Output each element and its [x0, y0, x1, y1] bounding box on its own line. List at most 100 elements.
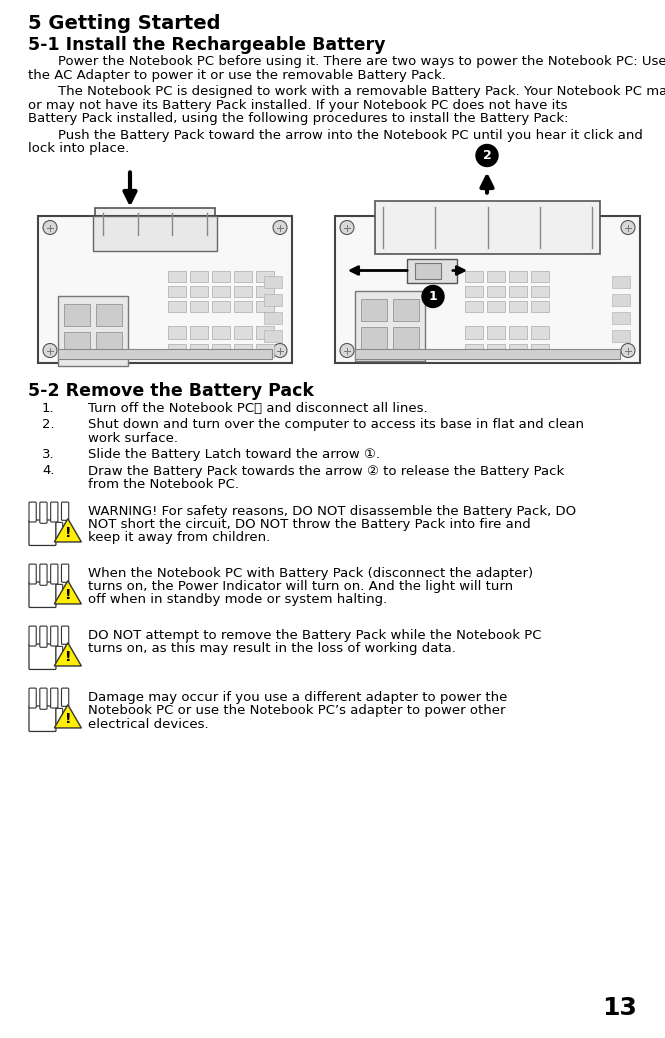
Bar: [612, 294, 630, 305]
Bar: [64, 331, 90, 354]
Text: the AC Adapter to power it or use the removable Battery Pack.: the AC Adapter to power it or use the re…: [28, 69, 446, 82]
FancyBboxPatch shape: [56, 522, 63, 539]
Text: !: !: [65, 526, 71, 540]
FancyBboxPatch shape: [29, 688, 36, 708]
Text: 5 Getting Started: 5 Getting Started: [28, 13, 221, 33]
Bar: [212, 271, 230, 281]
Bar: [531, 326, 549, 338]
Bar: [96, 331, 122, 354]
Bar: [93, 216, 217, 250]
Text: 2.: 2.: [42, 418, 55, 431]
Text: lock into place.: lock into place.: [28, 142, 129, 155]
Bar: [256, 344, 274, 356]
Text: DO NOT attempt to remove the Battery Pack while the Notebook PC: DO NOT attempt to remove the Battery Pac…: [88, 628, 541, 641]
Bar: [393, 299, 419, 321]
FancyBboxPatch shape: [40, 626, 47, 648]
Text: Slide the Battery Latch toward the arrow ①.: Slide the Battery Latch toward the arrow…: [88, 448, 380, 461]
Bar: [509, 344, 527, 356]
Bar: [264, 311, 282, 324]
FancyBboxPatch shape: [51, 564, 58, 584]
Bar: [190, 300, 208, 311]
Text: turns on, as this may result in the loss of working data.: turns on, as this may result in the loss…: [88, 641, 456, 655]
Text: Damage may occur if you use a different adapter to power the: Damage may occur if you use a different …: [88, 690, 507, 704]
Bar: [190, 326, 208, 338]
Text: Power the Notebook PC before using it. There are two ways to power the Notebook : Power the Notebook PC before using it. T…: [58, 55, 665, 69]
Text: turns on, the Power Indicator will turn on. And the light will turn: turns on, the Power Indicator will turn …: [88, 580, 513, 593]
FancyBboxPatch shape: [61, 626, 68, 645]
FancyBboxPatch shape: [29, 626, 36, 646]
FancyBboxPatch shape: [29, 706, 56, 732]
Text: 2: 2: [483, 149, 491, 162]
FancyBboxPatch shape: [29, 564, 36, 584]
Text: Battery Pack installed, using the following procedures to install the Battery Pa: Battery Pack installed, using the follow…: [28, 112, 569, 125]
Bar: [531, 285, 549, 297]
Text: The Notebook PC is designed to work with a removable Battery Pack. Your Notebook: The Notebook PC is designed to work with…: [58, 85, 665, 98]
Bar: [355, 349, 620, 358]
Bar: [168, 326, 186, 338]
Circle shape: [273, 220, 287, 235]
Bar: [531, 344, 549, 356]
Text: NOT short the circuit, DO NOT throw the Battery Pack into fire and: NOT short the circuit, DO NOT throw the …: [88, 518, 531, 531]
Bar: [168, 285, 186, 297]
Bar: [168, 344, 186, 356]
Bar: [234, 326, 252, 338]
Bar: [234, 300, 252, 311]
FancyBboxPatch shape: [375, 200, 600, 253]
Bar: [361, 327, 387, 349]
Bar: [212, 285, 230, 297]
Bar: [531, 271, 549, 281]
Bar: [393, 327, 419, 349]
FancyBboxPatch shape: [51, 502, 58, 522]
Text: 5-1 Install the Rechargeable Battery: 5-1 Install the Rechargeable Battery: [28, 36, 386, 54]
Bar: [264, 275, 282, 288]
Bar: [361, 299, 387, 321]
Text: 3.: 3.: [42, 448, 55, 461]
Bar: [612, 275, 630, 288]
Bar: [465, 326, 483, 338]
Bar: [465, 300, 483, 311]
Bar: [509, 300, 527, 311]
FancyBboxPatch shape: [51, 626, 58, 646]
Text: 4.: 4.: [42, 464, 55, 477]
Bar: [256, 300, 274, 311]
Circle shape: [621, 220, 635, 235]
FancyBboxPatch shape: [51, 688, 58, 708]
Circle shape: [340, 344, 354, 357]
Bar: [190, 344, 208, 356]
FancyBboxPatch shape: [38, 216, 292, 362]
Bar: [612, 329, 630, 342]
Bar: [465, 271, 483, 281]
Circle shape: [422, 285, 444, 307]
Bar: [58, 349, 272, 358]
Text: keep it away from children.: keep it away from children.: [88, 531, 270, 545]
FancyBboxPatch shape: [29, 582, 56, 607]
FancyBboxPatch shape: [40, 564, 47, 585]
FancyBboxPatch shape: [40, 502, 47, 523]
Circle shape: [273, 344, 287, 357]
Text: from the Notebook PC.: from the Notebook PC.: [88, 479, 239, 491]
Bar: [256, 285, 274, 297]
FancyBboxPatch shape: [29, 502, 36, 522]
Bar: [190, 271, 208, 281]
Bar: [234, 344, 252, 356]
Polygon shape: [55, 580, 81, 604]
Bar: [234, 271, 252, 281]
Bar: [355, 291, 425, 360]
Bar: [168, 300, 186, 311]
Bar: [212, 344, 230, 356]
Bar: [256, 326, 274, 338]
Bar: [531, 300, 549, 311]
Polygon shape: [55, 519, 81, 542]
Bar: [509, 326, 527, 338]
Text: Notebook PC or use the Notebook PC’s adapter to power other: Notebook PC or use the Notebook PC’s ada…: [88, 704, 505, 717]
FancyBboxPatch shape: [40, 688, 47, 709]
Circle shape: [43, 344, 57, 357]
Text: When the Notebook PC with Battery Pack (disconnect the adapter): When the Notebook PC with Battery Pack (…: [88, 567, 533, 579]
Bar: [487, 285, 505, 297]
Bar: [190, 285, 208, 297]
Bar: [264, 329, 282, 342]
FancyBboxPatch shape: [56, 584, 63, 600]
Text: electrical devices.: electrical devices.: [88, 717, 209, 731]
FancyBboxPatch shape: [61, 502, 68, 520]
FancyBboxPatch shape: [56, 647, 63, 662]
